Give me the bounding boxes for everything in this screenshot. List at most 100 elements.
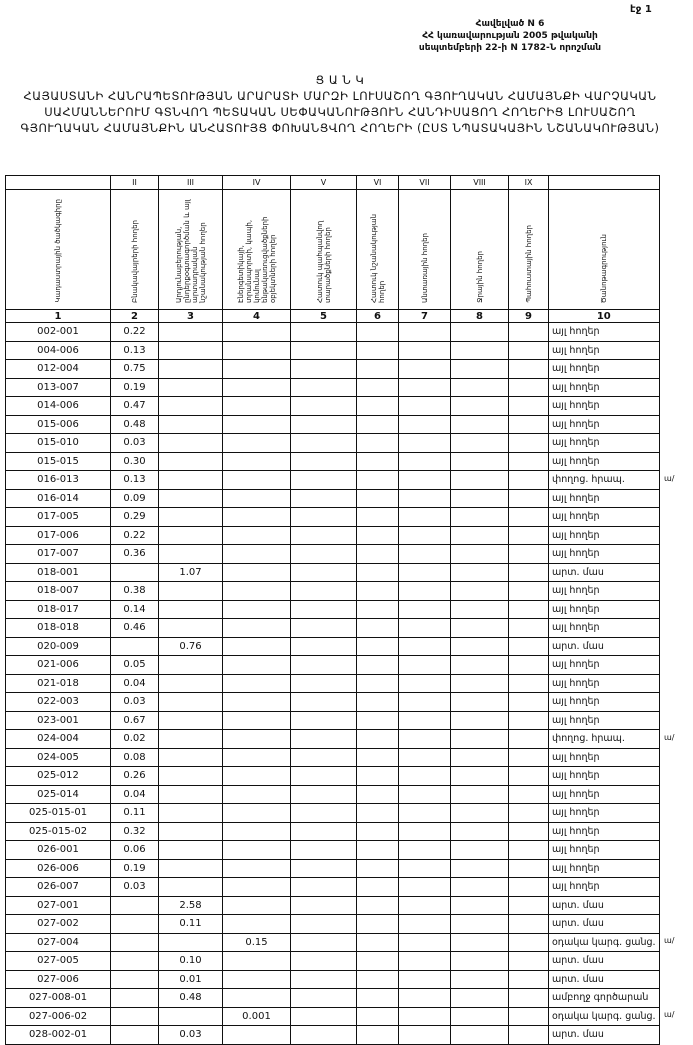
area-cell: [508, 451, 549, 471]
area-cell: [356, 729, 399, 749]
area-cell: [508, 581, 549, 601]
area-cell: [110, 1025, 159, 1045]
header-text: Հատուկ պահպանվող տարածքների հողեր: [315, 220, 332, 303]
area-cell: [222, 710, 291, 730]
data-row: 016-014 0.09 այլ հողեր: [5, 488, 660, 508]
land-table: II III IV V VI VII VIII IX Կադաստրային ծածկագիրը…: [5, 175, 660, 1045]
area-cell: [290, 359, 357, 379]
note-cell: այլ հողեր: [548, 396, 660, 416]
area-cell: [450, 710, 509, 730]
cadastral-code: 027-005: [5, 951, 111, 971]
area-cell: [290, 858, 357, 878]
area-cell: [508, 692, 549, 712]
header-cell: Ծանոթագրություն: [548, 189, 660, 310]
area-cell: [290, 1025, 357, 1045]
header-cell: Պահուստային հողեր: [508, 189, 549, 310]
note-cell: ամբողջ գործարան: [548, 988, 660, 1008]
area-cell: 0.29: [110, 507, 159, 527]
header-text: Պահուստային հողեր: [524, 225, 533, 303]
data-row: 020-009 0.76 արտ. մաս: [5, 636, 660, 656]
area-cell: 0.08: [110, 747, 159, 767]
area-cell: 0.03: [110, 877, 159, 897]
area-cell: [508, 821, 549, 841]
header-cell: Հատուկ նշանակության հողեր: [356, 189, 399, 310]
data-row: 027-002 0.11 արտ. մաս: [5, 914, 660, 934]
area-cell: [222, 451, 291, 471]
note-cell: փողոց. հրապ.: [548, 470, 660, 490]
note-cell: այլ հողեր: [548, 692, 660, 712]
area-cell: [398, 803, 451, 823]
roman-numeral: VI: [373, 178, 382, 187]
header-cell: Էներգետիկայի, տրանսպորտի, կապի, կոմունալ…: [222, 189, 291, 310]
column-number: 6: [356, 309, 399, 323]
area-cell: [508, 951, 549, 971]
note-cell: արտ. մաս: [548, 914, 660, 934]
area-cell: [222, 599, 291, 619]
area-cell: [508, 414, 549, 434]
data-row: 027-006-02 0.001 օդակա կարգ. ցանց.: [5, 1006, 660, 1026]
area-cell: [222, 877, 291, 897]
area-cell: [290, 784, 357, 804]
area-cell: [222, 396, 291, 416]
area-cell: [222, 895, 291, 915]
area-cell: [508, 599, 549, 619]
header-wrap: Անտառային հողեր: [400, 233, 449, 306]
roman-cell: VIII: [450, 175, 509, 190]
roman-numeral: IV: [252, 178, 261, 187]
area-cell: [222, 692, 291, 712]
appendix-line: Հավելված N 6: [475, 19, 545, 29]
area-cell: [158, 507, 223, 527]
area-cell: [222, 784, 291, 804]
area-cell: [222, 562, 291, 582]
area-cell: [290, 581, 357, 601]
area-cell: [356, 470, 399, 490]
area-cell: [356, 414, 399, 434]
area-cell: [508, 470, 549, 490]
note-cell: այլ հողեր: [548, 803, 660, 823]
area-cell: [450, 766, 509, 786]
cadastral-code: 016-013: [5, 470, 111, 490]
area-cell: [398, 988, 451, 1008]
area-cell: [356, 636, 399, 656]
header-cell: Հատուկ պահպանվող տարածքների հողեր: [290, 189, 357, 310]
area-cell: [450, 340, 509, 360]
note-cell: այլ հողեր: [548, 507, 660, 527]
area-cell: [450, 359, 509, 379]
data-row: 017-006 0.22 այլ հողեր: [5, 525, 660, 545]
area-cell: [158, 840, 223, 860]
area-cell: [398, 1025, 451, 1045]
column-number: 8: [450, 309, 509, 323]
area-cell: [356, 359, 399, 379]
area-cell: [110, 969, 159, 989]
area-cell: 0.13: [110, 340, 159, 360]
area-cell: 0.76: [158, 636, 223, 656]
area-cell: [398, 451, 451, 471]
area-cell: [158, 1006, 223, 1026]
area-cell: [158, 581, 223, 601]
cadastral-code: 015-010: [5, 433, 111, 453]
area-cell: 0.67: [110, 710, 159, 730]
area-cell: [398, 858, 451, 878]
area-cell: [508, 322, 549, 342]
area-cell: [222, 803, 291, 823]
area-cell: [290, 821, 357, 841]
area-cell: [450, 433, 509, 453]
area-cell: [356, 969, 399, 989]
area-cell: [356, 821, 399, 841]
header-wrap: Ծանոթագրություն: [550, 234, 658, 306]
data-row: 027-008-01 0.48 ամբողջ գործարան: [5, 988, 660, 1008]
area-cell: [508, 340, 549, 360]
area-cell: [450, 488, 509, 508]
area-cell: [290, 729, 357, 749]
area-cell: [222, 618, 291, 638]
data-row: 025-012 0.26 այլ հողեր: [5, 766, 660, 786]
area-cell: [450, 414, 509, 434]
data-row: 018-018 0.46 այլ հողեր: [5, 618, 660, 638]
area-cell: 0.22: [110, 322, 159, 342]
margin-mark: ա/: [664, 936, 675, 946]
area-cell: [398, 377, 451, 397]
header-wrap: Էներգետիկայի, տրանսպորտի, կապի, կոմունալ…: [224, 195, 289, 306]
header-cell: Անտառային հողեր: [398, 189, 451, 310]
area-cell: [158, 877, 223, 897]
header-text: Ծանոթագրություն: [599, 233, 608, 303]
